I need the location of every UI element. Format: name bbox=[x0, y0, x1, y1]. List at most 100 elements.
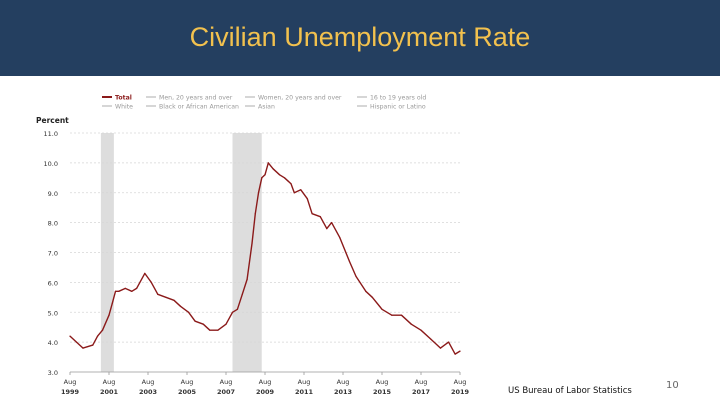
data-point bbox=[136, 287, 138, 289]
data-point bbox=[97, 335, 99, 337]
data-point bbox=[459, 350, 461, 352]
legend-label: Total bbox=[115, 95, 132, 102]
legend-label: Hispanic or Latino bbox=[370, 104, 426, 111]
data-point bbox=[173, 299, 175, 301]
data-point bbox=[300, 189, 302, 191]
y-axis-label: Percent bbox=[36, 116, 69, 125]
data-point bbox=[217, 329, 219, 331]
x-tick-label-year: 2017 bbox=[412, 388, 430, 396]
data-point bbox=[165, 296, 167, 298]
data-point bbox=[381, 308, 383, 310]
data-point bbox=[246, 278, 248, 280]
data-point bbox=[391, 314, 393, 316]
data-point bbox=[92, 344, 94, 346]
y-tick-label: 4.0 bbox=[48, 339, 58, 347]
data-point bbox=[236, 308, 238, 310]
data-point bbox=[251, 242, 253, 245]
data-point bbox=[241, 293, 243, 295]
y-tick-label: 10.0 bbox=[44, 160, 58, 168]
unemployment-line-chart: 3.0 4.0 5.0 6.0 7.0 8.0 9.0 10.0 11.0 Percent Aug 1… bbox=[36, 95, 470, 397]
data-point bbox=[118, 290, 120, 292]
data-point bbox=[326, 228, 328, 230]
x-tick-label-year: 2011 bbox=[295, 388, 314, 396]
data-point bbox=[400, 314, 403, 316]
x-tick-label-month: Aug bbox=[376, 378, 389, 386]
data-point bbox=[331, 222, 333, 224]
y-tick-label: 3.0 bbox=[48, 369, 58, 377]
data-point bbox=[264, 174, 266, 176]
x-tick-label-month: Aug bbox=[259, 378, 272, 386]
data-point bbox=[348, 260, 351, 263]
data-point bbox=[157, 293, 159, 295]
data-point bbox=[209, 329, 211, 331]
x-tick-label-year: 2007 bbox=[217, 388, 235, 396]
series-line-total bbox=[69, 162, 461, 355]
data-point bbox=[179, 305, 182, 307]
legend-label: Asian bbox=[258, 104, 275, 111]
data-point bbox=[410, 323, 412, 325]
y-tick-label: 5.0 bbox=[48, 309, 58, 317]
data-point bbox=[454, 353, 456, 355]
data-point bbox=[261, 177, 263, 179]
data-point bbox=[267, 162, 269, 164]
x-tick-label-year: 2003 bbox=[139, 388, 157, 396]
data-point bbox=[108, 314, 110, 316]
data-point bbox=[231, 311, 234, 313]
data-point bbox=[188, 311, 190, 313]
data-point bbox=[287, 180, 289, 182]
data-point bbox=[225, 323, 227, 325]
x-tick-label-year: 2005 bbox=[178, 388, 197, 396]
y-tick-label: 11.0 bbox=[44, 130, 58, 138]
x-tick-label-month: Aug bbox=[337, 378, 350, 386]
x-tick-label-month: Aug bbox=[142, 378, 155, 386]
slide-title: Civilian Unemployment Rate bbox=[189, 22, 531, 52]
x-tick-label-year: 1999 bbox=[61, 388, 80, 396]
y-tick-label: 8.0 bbox=[48, 220, 58, 228]
legend-label: White bbox=[115, 104, 133, 111]
x-tick-label-year: 2015 bbox=[373, 388, 392, 396]
data-point bbox=[254, 213, 256, 215]
slide-header bbox=[0, 0, 720, 76]
data-point bbox=[202, 323, 204, 325]
data-point bbox=[150, 281, 152, 283]
legend-label: Men, 20 years and over bbox=[159, 95, 233, 102]
x-tick-label-month: Aug bbox=[103, 378, 116, 386]
data-point bbox=[101, 329, 104, 331]
x-tick-label-year: 2001 bbox=[100, 388, 119, 396]
data-point bbox=[75, 341, 78, 343]
data-point bbox=[111, 302, 113, 304]
data-point bbox=[339, 236, 341, 239]
source-credit: US Bureau of Labor Statistics bbox=[508, 386, 632, 396]
data-point bbox=[355, 275, 357, 277]
x-tick-label-month: Aug bbox=[181, 378, 194, 386]
legend-label: Women, 20 years and over bbox=[258, 95, 342, 102]
data-point bbox=[311, 213, 313, 215]
x-tick-label-year: 2013 bbox=[334, 388, 352, 396]
y-tick-label: 9.0 bbox=[48, 190, 58, 198]
data-point bbox=[283, 177, 286, 179]
x-tick-label-year: 2009 bbox=[256, 388, 275, 396]
page-number: 10 bbox=[666, 380, 679, 391]
x-tick-label-month: Aug bbox=[415, 378, 428, 386]
data-point bbox=[448, 341, 450, 343]
x-tick-label-month: Aug bbox=[64, 378, 77, 386]
x-tick-label-month: Aug bbox=[298, 378, 311, 386]
data-point bbox=[194, 320, 196, 322]
data-point bbox=[319, 216, 321, 218]
data-point bbox=[124, 287, 126, 289]
legend-label: Black or African American bbox=[159, 104, 239, 111]
data-point bbox=[293, 192, 295, 194]
legend-label: 16 to 19 years old bbox=[370, 95, 426, 102]
data-point bbox=[365, 290, 367, 292]
y-tick-label: 6.0 bbox=[48, 279, 58, 287]
data-point bbox=[69, 335, 71, 337]
x-tick-label-month: Aug bbox=[454, 378, 467, 386]
data-point bbox=[144, 272, 146, 275]
data-point bbox=[371, 296, 373, 298]
data-point bbox=[82, 347, 84, 349]
x-tick-label-year: 2019 bbox=[451, 388, 470, 396]
data-point bbox=[114, 290, 117, 292]
data-point bbox=[290, 183, 292, 185]
y-tick-label: 7.0 bbox=[48, 250, 58, 258]
data-point bbox=[257, 192, 260, 194]
